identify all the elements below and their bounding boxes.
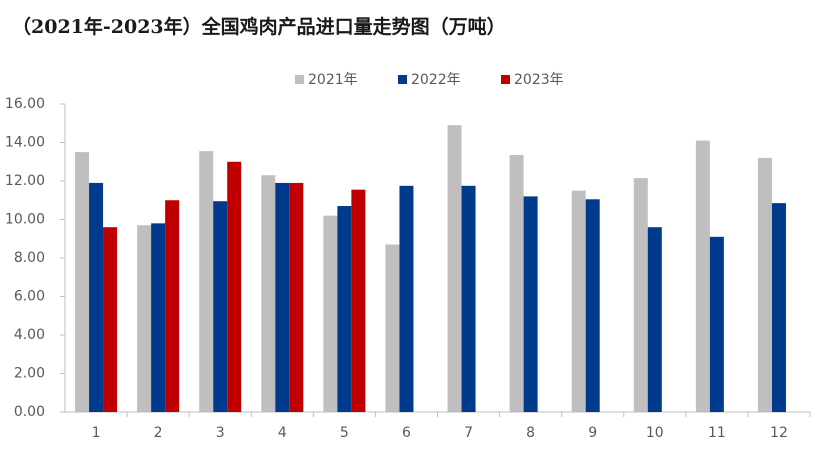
x-tick-label: 2 bbox=[154, 425, 163, 441]
legend-swatch bbox=[501, 75, 510, 84]
bar bbox=[89, 182, 104, 412]
y-tick-label: 8.00 bbox=[14, 250, 45, 266]
x-tick-label: 10 bbox=[646, 425, 664, 441]
legend-label: 2021年 bbox=[308, 72, 358, 88]
x-tick-label: 8 bbox=[526, 425, 535, 441]
legend-swatch bbox=[398, 75, 407, 84]
y-tick-label: 16.00 bbox=[5, 96, 45, 112]
bar bbox=[165, 200, 180, 412]
x-tick-label: 1 bbox=[92, 425, 101, 441]
x-tick-label: 3 bbox=[216, 425, 225, 441]
bar bbox=[585, 199, 600, 412]
bar bbox=[213, 201, 228, 412]
x-tick-label: 9 bbox=[588, 425, 597, 441]
bar bbox=[695, 140, 710, 412]
y-tick-label: 14.00 bbox=[5, 135, 45, 151]
x-tick-label: 12 bbox=[770, 425, 788, 441]
x-tick-label: 7 bbox=[464, 425, 473, 441]
bar bbox=[103, 227, 118, 412]
chart-title: （2021年-2023年）全国鸡肉产品进口量走势图（万吨） bbox=[12, 15, 506, 38]
legend-swatch bbox=[295, 75, 304, 84]
bar bbox=[151, 223, 166, 412]
y-tick-label: 10.00 bbox=[5, 212, 45, 228]
bar bbox=[571, 190, 586, 412]
bar bbox=[351, 189, 366, 412]
bar bbox=[137, 225, 152, 412]
bar bbox=[447, 125, 462, 413]
bar bbox=[523, 196, 538, 412]
y-tick-label: 0.00 bbox=[14, 404, 45, 420]
bar bbox=[633, 178, 648, 412]
y-tick-label: 2.00 bbox=[14, 366, 45, 382]
bar bbox=[337, 206, 352, 412]
bar bbox=[385, 244, 400, 412]
x-tick-label: 6 bbox=[402, 425, 411, 441]
y-tick-label: 4.00 bbox=[14, 327, 45, 343]
bar bbox=[461, 185, 476, 412]
bar bbox=[75, 152, 90, 412]
bar bbox=[227, 161, 242, 412]
bar bbox=[771, 203, 786, 412]
bar bbox=[647, 227, 662, 412]
bar bbox=[199, 151, 214, 412]
bar bbox=[261, 175, 276, 412]
y-tick-label: 6.00 bbox=[14, 289, 45, 305]
x-tick-label: 11 bbox=[708, 425, 726, 441]
bar bbox=[399, 185, 414, 412]
x-tick-label: 4 bbox=[278, 425, 287, 441]
x-tick-label: 5 bbox=[340, 425, 349, 441]
legend-label: 2023年 bbox=[514, 72, 564, 88]
bar bbox=[275, 182, 290, 412]
y-tick-label: 12.00 bbox=[5, 173, 45, 189]
bar bbox=[757, 157, 772, 412]
bar bbox=[323, 215, 338, 412]
legend-label: 2022年 bbox=[411, 72, 461, 88]
bar bbox=[709, 236, 724, 412]
bar bbox=[509, 155, 524, 412]
bar bbox=[289, 182, 304, 412]
